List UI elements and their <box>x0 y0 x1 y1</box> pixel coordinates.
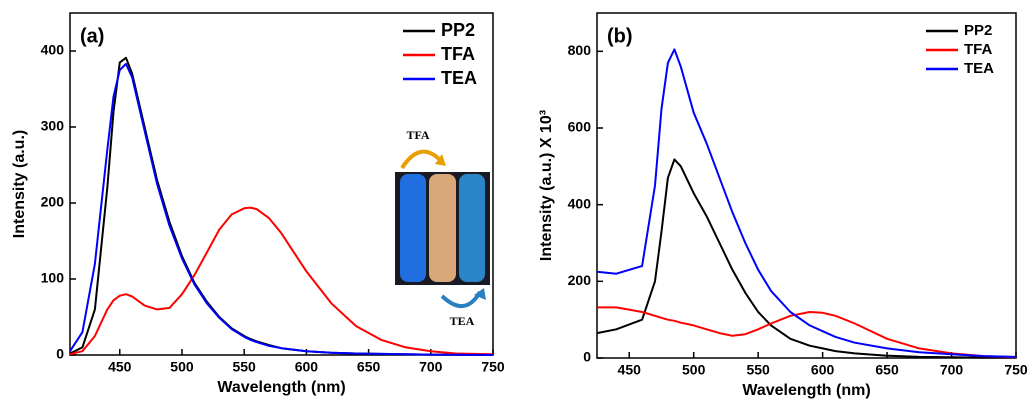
x-axis-label: Wavelength (nm) <box>217 379 345 396</box>
series-line <box>69 62 494 356</box>
x-tick-label: 500 <box>170 359 194 375</box>
y-tick-label: 100 <box>41 270 65 286</box>
legend-label: TEA <box>441 68 477 88</box>
inset-photo: TFA TEA <box>395 128 490 328</box>
legend-label: TEA <box>964 60 994 77</box>
arrow <box>400 149 442 170</box>
x-tick-label: 700 <box>419 359 443 375</box>
y-tick-label: 200 <box>568 272 592 288</box>
y-tick-label: 600 <box>568 119 592 135</box>
y-tick-label: 0 <box>583 349 591 365</box>
x-tick-label: 750 <box>1004 362 1028 378</box>
tube <box>429 174 456 282</box>
x-tick-label: 750 <box>481 359 505 375</box>
x-tick-label: 450 <box>618 362 642 378</box>
arrow-head <box>435 154 446 166</box>
tube <box>459 174 485 282</box>
legend-label: PP2 <box>964 22 992 39</box>
plot-frame <box>596 12 1017 359</box>
x-tick-label: 650 <box>357 359 381 375</box>
y-tick-label: 200 <box>41 194 65 210</box>
x-tick-label: 450 <box>108 359 132 375</box>
y-tick-label: 800 <box>568 42 592 58</box>
x-axis-label: Wavelength (nm) <box>742 382 870 399</box>
series-line <box>596 158 1016 359</box>
legend-label: TFA <box>441 44 475 64</box>
y-tick-label: 0 <box>56 346 64 362</box>
x-tick-label: 550 <box>746 362 770 378</box>
x-tick-label: 550 <box>232 359 256 375</box>
plot-frame <box>69 12 494 356</box>
panel-label: (b) <box>607 25 633 47</box>
legend-label: TFA <box>964 41 992 58</box>
x-tick-label: 700 <box>940 362 964 378</box>
series-line <box>597 306 1017 359</box>
arrow <box>440 290 482 308</box>
series-line <box>69 206 494 356</box>
inset-label: TEA <box>450 314 475 328</box>
arrow-head <box>474 288 486 300</box>
series-line <box>596 48 1017 358</box>
legend-label: PP2 <box>441 20 475 40</box>
y-tick-label: 300 <box>41 118 65 134</box>
y-tick-label: 400 <box>41 42 65 58</box>
panel-label: (a) <box>80 25 104 47</box>
y-tick-label: 400 <box>568 195 592 211</box>
x-tick-label: 600 <box>811 362 835 378</box>
x-tick-label: 600 <box>295 359 319 375</box>
tube <box>400 174 426 282</box>
y-axis-label: Intensity (a.u.) <box>11 130 28 238</box>
x-tick-label: 500 <box>682 362 706 378</box>
x-tick-label: 650 <box>875 362 899 378</box>
inset-label: TFA <box>406 128 429 142</box>
y-axis-label: Intensity (a.u.) X 10³ <box>538 110 555 261</box>
